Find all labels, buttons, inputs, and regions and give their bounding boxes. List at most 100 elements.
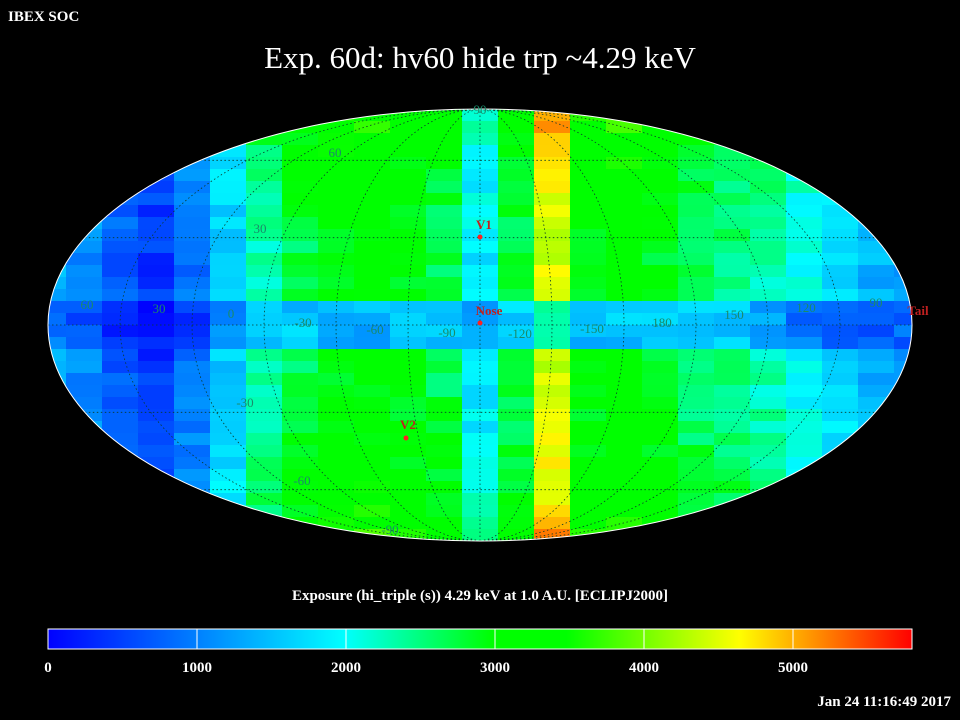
exposure-cell: [462, 205, 499, 218]
exposure-cell: [786, 277, 823, 290]
exposure-cell: [318, 241, 355, 254]
exposure-cell: [66, 181, 103, 194]
exposure-cell: [102, 349, 139, 362]
exposure-cell: [0, 493, 31, 506]
exposure-cell: [858, 157, 895, 170]
exposure-cell: [894, 361, 912, 374]
exposure-cell: [606, 181, 643, 194]
exposure-cell: [858, 121, 895, 134]
exposure-cell: [462, 109, 499, 122]
exposure-cell: [642, 217, 679, 230]
exposure-cell: [426, 493, 463, 506]
exposure-cell: [138, 157, 175, 170]
exposure-cell: [930, 481, 960, 494]
exposure-cell: [858, 133, 895, 146]
exposure-cell: [426, 517, 463, 530]
exposure-cell: [822, 265, 859, 278]
exposure-cell: [48, 325, 67, 338]
exposure-cell: [102, 217, 139, 230]
exposure-cell: [246, 493, 283, 506]
exposure-cell: [930, 361, 960, 374]
exposure-cell: [282, 385, 319, 398]
lat-label-s90: -90: [381, 522, 398, 537]
exposure-cell: [390, 301, 427, 314]
exposure-cell: [786, 337, 823, 350]
exposure-cell: [426, 385, 463, 398]
exposure-cell: [822, 181, 859, 194]
exposure-cell: [282, 253, 319, 266]
exposure-cell: [138, 433, 175, 446]
exposure-cell: [174, 349, 211, 362]
exposure-cell: [714, 529, 751, 541]
exposure-cell: [570, 505, 607, 518]
exposure-cell: [318, 457, 355, 470]
exposure-cell: [678, 145, 715, 158]
exposure-cell: [390, 517, 427, 530]
exposure-cell: [462, 289, 499, 302]
exposure-cell: [930, 529, 960, 542]
exposure-cell: [930, 469, 960, 482]
exposure-cell: [786, 289, 823, 302]
exposure-cell: [48, 505, 67, 518]
exposure-cell: [822, 193, 859, 206]
exposure-cell: [534, 181, 571, 194]
exposure-cell: [426, 361, 463, 374]
exposure-cell: [390, 313, 427, 326]
exposure-cell: [282, 301, 319, 314]
exposure-cell: [534, 361, 571, 374]
exposure-cell: [246, 193, 283, 206]
lat-label-n30: 30: [254, 221, 267, 236]
exposure-cell: [678, 373, 715, 386]
exposure-cell: [498, 205, 535, 218]
exposure-cell: [858, 337, 895, 350]
exposure-cell: [930, 373, 960, 386]
exposure-cell: [0, 445, 31, 458]
exposure-cell: [210, 433, 247, 446]
exposure-cell: [714, 241, 751, 254]
exposure-cell: [894, 481, 912, 494]
exposure-cell: [48, 469, 67, 482]
exposure-cell: [282, 373, 319, 386]
exposure-cell: [498, 373, 535, 386]
exposure-cell: [174, 181, 211, 194]
exposure-cell: [318, 493, 355, 506]
exposure-cell: [48, 385, 67, 398]
exposure-cell: [318, 349, 355, 362]
exposure-cell: [822, 289, 859, 302]
exposure-cell: [642, 385, 679, 398]
exposure-cell: [894, 373, 912, 386]
exposure-cell: [282, 337, 319, 350]
exposure-cell: [354, 145, 391, 158]
exposure-cell: [894, 193, 912, 206]
exposure-cell: [858, 241, 895, 254]
exposure-cell: [390, 253, 427, 266]
exposure-cell: [426, 169, 463, 182]
exposure-cell: [210, 493, 247, 506]
exposure-cell: [66, 421, 103, 434]
exposure-cell: [102, 385, 139, 398]
exposure-cell: [210, 121, 247, 134]
exposure-cell: [354, 457, 391, 470]
exposure-cell: [246, 337, 283, 350]
exposure-cell: [354, 445, 391, 458]
exposure-cell: [570, 445, 607, 458]
exposure-cell: [930, 157, 960, 170]
exposure-cell: [0, 145, 31, 158]
exposure-cell: [174, 169, 211, 182]
exposure-cell: [750, 457, 787, 470]
exposure-cell: [678, 301, 715, 314]
exposure-cell: [894, 445, 912, 458]
exposure-cell: [318, 121, 355, 134]
exposure-cell: [0, 277, 31, 290]
exposure-cell: [48, 121, 67, 134]
exposure-cell: [858, 493, 895, 506]
exposure-cell: [0, 169, 31, 182]
lon-label-90: 90: [870, 295, 883, 310]
exposure-cell: [48, 313, 67, 326]
exposure-cell: [714, 193, 751, 206]
exposure-cell: [390, 433, 427, 446]
exposure-cell: [318, 169, 355, 182]
exposure-cell: [354, 205, 391, 218]
exposure-cell: [858, 457, 895, 470]
exposure-cell: [174, 517, 211, 530]
